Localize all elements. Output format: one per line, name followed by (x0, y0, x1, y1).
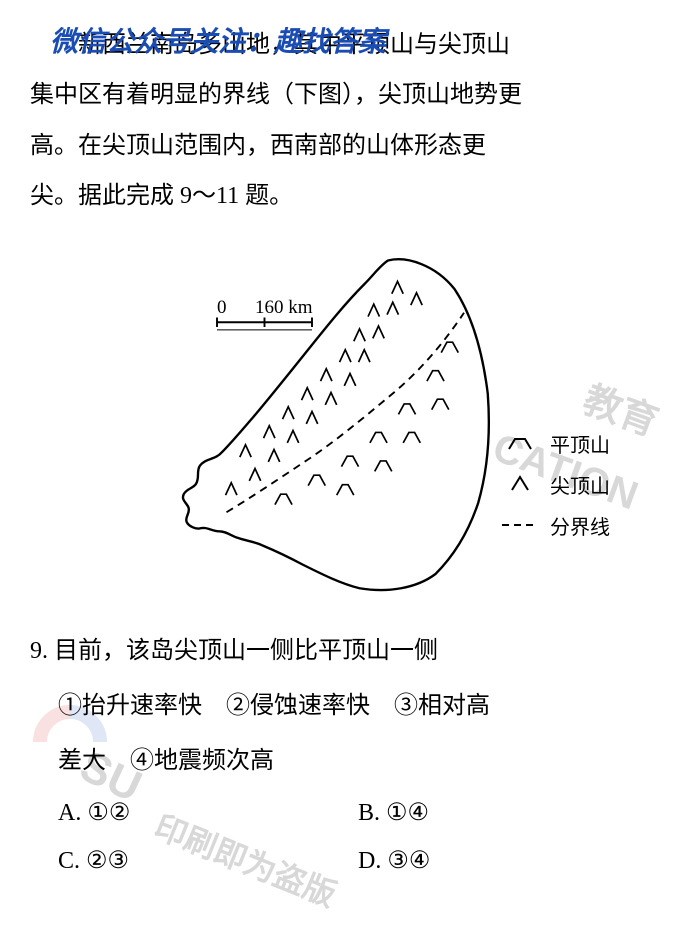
legend-flat-label: 平顶山 (550, 429, 610, 458)
island-map: 0 160 km (110, 232, 590, 612)
legend-flat: 平顶山 (500, 429, 610, 458)
passage-line2: 集中区有着明显的界线（下图），尖顶山地势更 (30, 82, 522, 108)
map-container: 0 160 km 平顶山 尖顶山 (30, 232, 670, 612)
scale-0: 0 (217, 296, 227, 317)
q9-choice-d: D. ③④ (358, 837, 658, 885)
passage-line3: 高。在尖顶山范围内，西南部的山体形态更 (30, 133, 486, 159)
q9-choices-row2: C. ②③ D. ③④ (30, 837, 670, 885)
scale-km: 160 km (255, 296, 313, 317)
island-outline (183, 259, 489, 590)
q9-s4: ④地震频次高 (130, 734, 274, 789)
scale-bar: 0 160 km (217, 296, 313, 329)
q9-statements: ①抬升速率快 ②侵蚀速率快 ③相对高 (30, 679, 670, 734)
legend-sharp: 尖顶山 (500, 470, 610, 499)
flat-mountain-icon (500, 433, 540, 453)
watermark-top: 微信公众号关注：趣找答案 (50, 20, 386, 60)
legend-boundary: 分界线 (500, 511, 610, 540)
q9-s2: ②侵蚀速率快 (226, 679, 370, 734)
sharp-mountain-icon (500, 474, 540, 494)
legend-boundary-label: 分界线 (550, 511, 610, 540)
q9-choice-a: A. ①② (58, 789, 358, 837)
q9-s3b: 差大 (58, 734, 106, 789)
boundary-icon (500, 515, 540, 535)
q9-choice-c: C. ②③ (58, 837, 358, 885)
q9-number: 9. (30, 638, 48, 664)
q9-s1: ①抬升速率快 (58, 679, 202, 734)
map-legend: 平顶山 尖顶山 分界线 (500, 429, 610, 552)
q9-choices-row1: A. ①② B. ①④ (30, 789, 670, 837)
passage-line4: 尖。据此完成 9～11 题。 (30, 183, 293, 209)
q9-statements-2: 差大 ④地震频次高 (30, 734, 670, 789)
q9-choice-b: B. ①④ (358, 789, 658, 837)
q9-stem-text: 目前，该岛尖顶山一侧比平顶山一侧 (54, 638, 438, 664)
q9-s3: ③相对高 (394, 679, 490, 734)
q9-stem: 9. 目前，该岛尖顶山一侧比平顶山一侧 (30, 627, 670, 675)
question-9: 9. 目前，该岛尖顶山一侧比平顶山一侧 ①抬升速率快 ②侵蚀速率快 ③相对高 差… (30, 627, 670, 885)
legend-sharp-label: 尖顶山 (550, 470, 610, 499)
